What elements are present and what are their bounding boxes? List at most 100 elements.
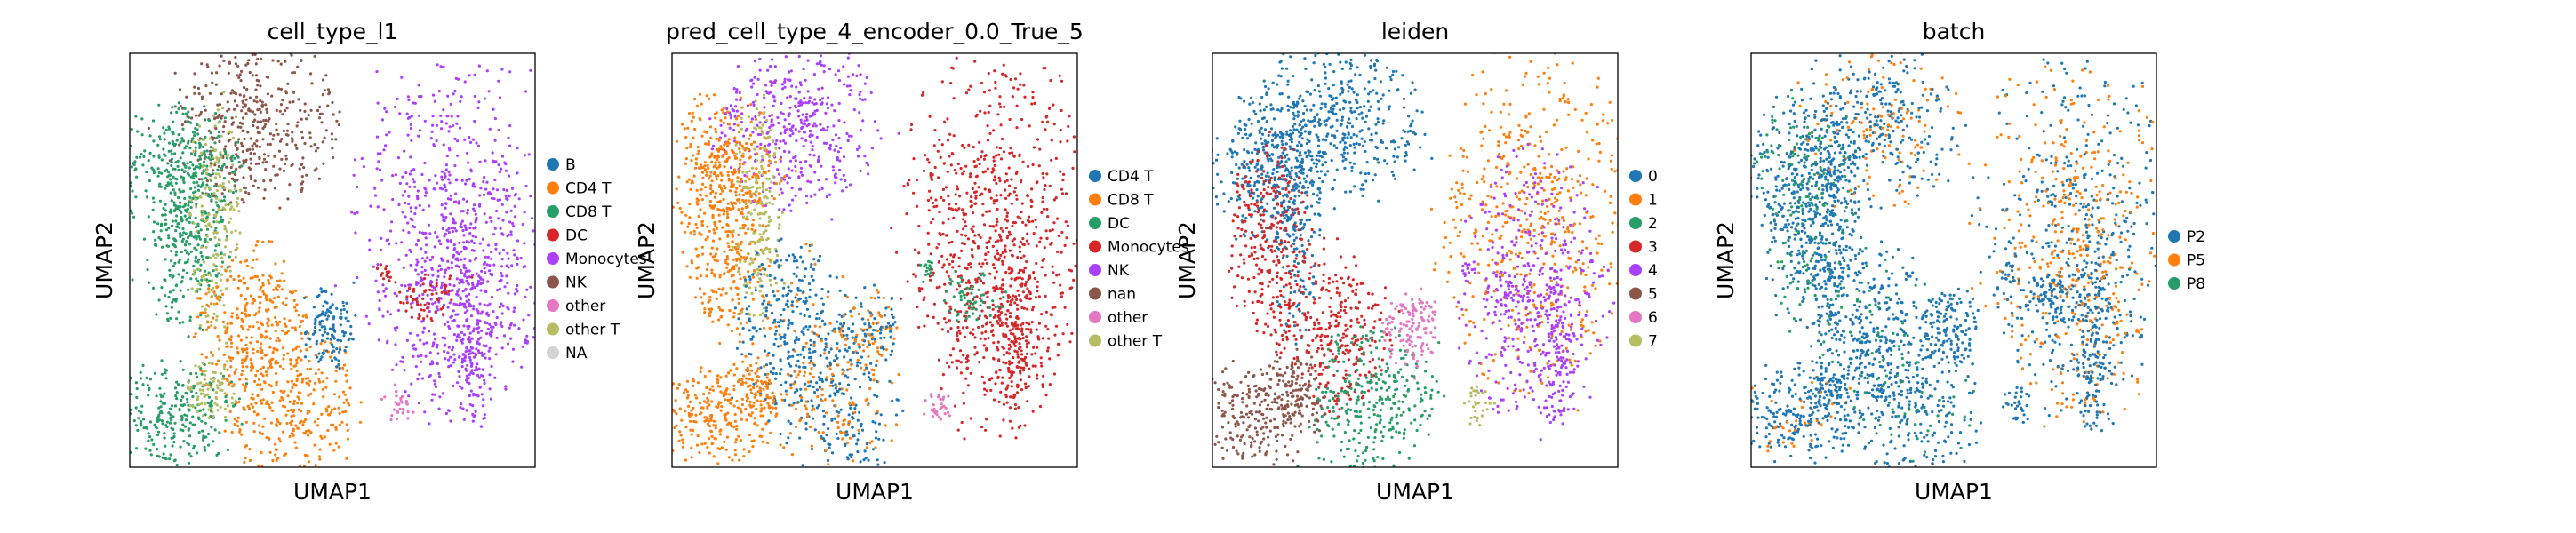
- scatter-point: [1038, 240, 1042, 243]
- scatter-point: [220, 116, 223, 120]
- axes-frame: [129, 52, 536, 468]
- scatter-point: [196, 416, 201, 419]
- scatter-point: [209, 401, 212, 404]
- scatter-point: [385, 270, 388, 274]
- scatter-point: [1077, 327, 1080, 330]
- scatter-point: [152, 230, 156, 234]
- scatter-point: [209, 146, 212, 149]
- scatter-point: [324, 349, 329, 353]
- scatter-point: [912, 157, 916, 161]
- scatter-point: [249, 162, 252, 165]
- scatter-point: [326, 104, 330, 107]
- scatter-point: [210, 198, 213, 202]
- scatter-point: [482, 278, 485, 282]
- scatter-point: [460, 250, 463, 253]
- scatter-point: [213, 161, 218, 164]
- scatter-point: [1022, 366, 1026, 370]
- scatter-point: [264, 118, 268, 122]
- scatter-point: [261, 240, 265, 243]
- scatter-point: [188, 216, 192, 219]
- scatter-point: [472, 207, 476, 211]
- scatter-point: [148, 386, 151, 390]
- scatter-point: [309, 145, 313, 148]
- scatter-point: [781, 112, 785, 115]
- scatter-point: [377, 160, 380, 163]
- scatter-point: [297, 397, 301, 401]
- scatter-point: [307, 383, 310, 386]
- scatter-point: [998, 147, 1002, 150]
- scatter-point: [244, 378, 248, 381]
- scatter-point: [166, 181, 170, 185]
- scatter-point: [957, 329, 961, 332]
- scatter-point: [394, 343, 397, 346]
- scatter-point: [999, 311, 1004, 314]
- scatter-point: [215, 71, 219, 75]
- scatter-point: [419, 303, 422, 306]
- scatter-point: [257, 326, 260, 330]
- scatter-point: [979, 337, 982, 340]
- scatter-point: [1024, 386, 1028, 390]
- scatter-point: [189, 160, 193, 164]
- scatter-point: [173, 421, 177, 425]
- scatter-point: [221, 292, 225, 296]
- scatter-point: [242, 159, 245, 163]
- scatter-point: [863, 155, 867, 158]
- scatter-point: [236, 74, 239, 77]
- scatter-point: [250, 368, 253, 371]
- scatter-point: [172, 432, 176, 435]
- scatter-point: [967, 306, 971, 310]
- scatter-point: [210, 302, 213, 306]
- scatter-point: [1059, 283, 1062, 287]
- scatter-point: [300, 358, 303, 362]
- scatter-point: [1079, 298, 1082, 300]
- scatter-point: [985, 348, 988, 352]
- scatter-point: [508, 220, 512, 224]
- scatter-point: [513, 306, 516, 310]
- scatter-point: [867, 163, 870, 167]
- scatter-point: [1054, 324, 1059, 328]
- scatter-point: [834, 181, 837, 185]
- scatter-point: [448, 282, 452, 287]
- scatter-point: [477, 351, 481, 354]
- scatter-point: [498, 279, 501, 283]
- scatter-point: [302, 420, 306, 424]
- scatter-point: [163, 131, 166, 135]
- scatter-point: [1008, 151, 1012, 155]
- scatter-point: [153, 423, 156, 426]
- scatter-point: [386, 341, 389, 345]
- scatter-point: [963, 437, 966, 441]
- scatter-point: [1020, 277, 1024, 281]
- scatter-point: [291, 138, 294, 141]
- scatter-point: [264, 330, 268, 333]
- scatter-point: [126, 131, 129, 133]
- scatter-point: [200, 419, 204, 423]
- scatter-point: [307, 337, 310, 340]
- scatter-point: [188, 452, 191, 456]
- scatter-point: [749, 142, 754, 146]
- scatter-point: [1011, 151, 1014, 155]
- scatter-point: [817, 155, 820, 159]
- scatter-point: [500, 271, 503, 275]
- scatter-point: [779, 131, 783, 135]
- scatter-point: [434, 338, 437, 341]
- scatter-point: [268, 240, 271, 243]
- scatter-point: [485, 263, 489, 266]
- scatter-point: [833, 148, 836, 152]
- scatter-point: [459, 99, 462, 103]
- scatter-point: [195, 391, 198, 395]
- scatter-point: [210, 404, 213, 408]
- scatter-point: [163, 392, 166, 395]
- scatter-point: [404, 201, 407, 205]
- scatter-point: [480, 374, 484, 378]
- scatter-point: [769, 80, 772, 84]
- scatter-point: [806, 90, 810, 93]
- scatter-point: [179, 201, 182, 204]
- scatter-point: [437, 371, 441, 376]
- scatter-point: [284, 154, 288, 157]
- scatter-point: [480, 393, 484, 396]
- scatter-point: [992, 225, 996, 228]
- scatter-point: [996, 376, 1000, 379]
- scatter-point: [408, 286, 412, 290]
- scatter-point: [992, 202, 996, 205]
- scatter-point: [449, 355, 452, 359]
